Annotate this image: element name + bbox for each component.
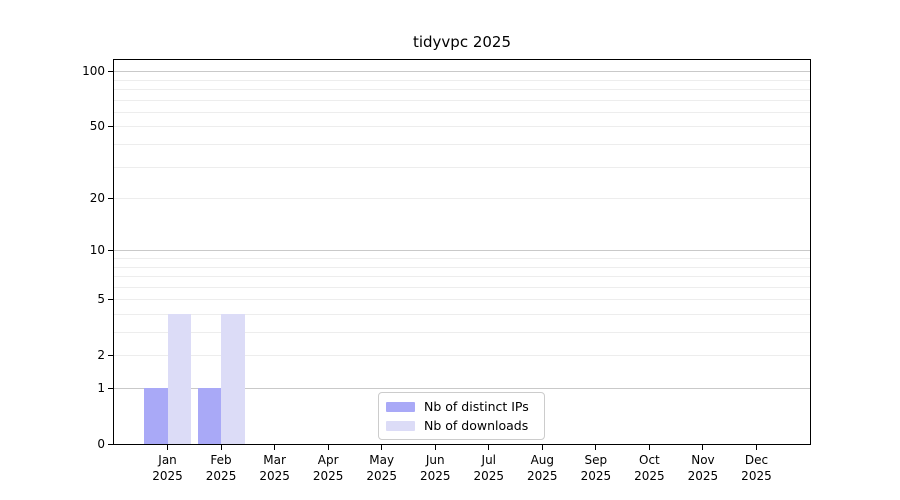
gridline-minor (114, 144, 810, 145)
y-axis-tick-label: 10 (89, 243, 105, 258)
legend-swatch-distinct-ips (386, 401, 415, 412)
legend-label-distinct-ips: Nb of distinct IPs (424, 399, 529, 414)
x-axis-tick-year: 2025 (152, 469, 183, 483)
y-axis-tick (108, 249, 113, 251)
y-axis-tick-label: 20 (89, 191, 105, 206)
gridline-major (114, 388, 810, 389)
gridline-minor (114, 266, 810, 268)
y-axis-tick (108, 125, 113, 127)
x-axis-tick (434, 445, 436, 450)
x-axis-tick-year: 2025 (741, 469, 772, 483)
gridline-minor (114, 299, 810, 301)
y-axis-tick (108, 70, 113, 72)
gridline-major (114, 250, 810, 252)
bar-distinct-ips (143, 388, 168, 444)
x-axis-tick-label: Sep 2025 (580, 453, 612, 483)
x-axis-tick-year: 2025 (580, 469, 612, 483)
y-axis-tick-label: 5 (97, 292, 105, 307)
x-axis-tick-label: Jul 2025 (473, 453, 505, 483)
x-axis-tick-year: 2025 (259, 469, 290, 483)
y-axis-tick (108, 298, 113, 300)
x-axis-tick-year: 2025 (312, 469, 344, 483)
gridline-minor (114, 99, 810, 101)
x-axis-tick-label: Mar 2025 (259, 453, 290, 483)
x-axis-tick-label: Jan 2025 (152, 453, 183, 483)
x-axis-tick (327, 445, 329, 450)
legend-row-downloads: Nb of downloads (386, 417, 535, 434)
gridline-minor (114, 355, 810, 357)
plot-area: 100 50 20 10 5 2 1 0 Jan 2025 Feb 2025 Mar 2025 Apr 202… (82, 59, 811, 483)
x-axis-tick-label: Apr 2025 (312, 453, 344, 483)
x-axis-tick-label: Oct 2025 (634, 453, 665, 483)
y-axis-tick (108, 443, 113, 445)
x-axis-tick (541, 445, 543, 450)
x-axis-tick-year: 2025 (527, 469, 558, 483)
x-axis-tick-label: Nov 2025 (687, 453, 719, 483)
x-axis-tick-year: 2025 (366, 469, 397, 483)
gridline-minor (114, 313, 810, 315)
x-axis-tick (381, 445, 383, 450)
legend-swatch-downloads (386, 420, 415, 431)
x-axis-tick (167, 445, 169, 450)
x-axis-tick (488, 445, 490, 450)
bar-distinct-ips (197, 388, 222, 444)
x-axis-tick (274, 445, 276, 450)
x-axis-tick-year: 2025 (634, 469, 665, 483)
x-axis-tick-year: 2025 (473, 469, 505, 483)
gridline-minor (114, 257, 810, 259)
x-axis-tick-label: Jun 2025 (419, 453, 451, 483)
y-axis-tick (108, 387, 113, 389)
x-axis-tick-year: 2025 (419, 469, 451, 483)
chart-title: tidyvpc 2025 (412, 33, 512, 51)
x-axis-tick-label: Dec 2025 (741, 453, 772, 483)
gridline-minor (114, 332, 810, 333)
y-axis-tick-label: 100 (82, 64, 105, 79)
y-axis-tick (108, 197, 113, 199)
y-axis-tick-label: 2 (97, 348, 105, 363)
x-axis-tick (648, 445, 650, 450)
y-axis-tick (108, 354, 113, 356)
bar-downloads (221, 314, 245, 444)
gridline-minor (114, 111, 810, 113)
x-axis-tick-label: May 2025 (366, 453, 397, 483)
y-axis-tick-label: 0 (97, 437, 105, 451)
x-axis-tick-year: 2025 (205, 469, 237, 483)
y-axis-tick-label: 1 (97, 381, 105, 395)
x-axis-tick (220, 445, 222, 450)
gridline-minor (114, 276, 810, 278)
legend: Nb of distinct IPs Nb of downloads (378, 392, 545, 440)
x-axis-tick-label: Aug 2025 (527, 453, 558, 483)
gridline-minor (114, 89, 810, 90)
gridline-major (114, 71, 810, 73)
x-axis-tick (702, 445, 704, 450)
gridline-minor (114, 198, 810, 200)
legend-label-downloads: Nb of downloads (424, 418, 529, 433)
gridline-minor (114, 79, 810, 81)
x-axis-tick-label: Feb 2025 (205, 453, 237, 483)
x-axis-tick-year: 2025 (687, 469, 719, 483)
x-axis-tick (595, 445, 597, 450)
gridline-minor (114, 126, 810, 128)
gridline-minor (114, 166, 810, 168)
gridline-minor (114, 286, 810, 288)
x-axis-tick (755, 445, 757, 450)
y-axis-tick-label: 50 (89, 119, 105, 134)
legend-row-distinct-ips: Nb of distinct IPs (386, 398, 535, 415)
bar-downloads (167, 314, 192, 444)
